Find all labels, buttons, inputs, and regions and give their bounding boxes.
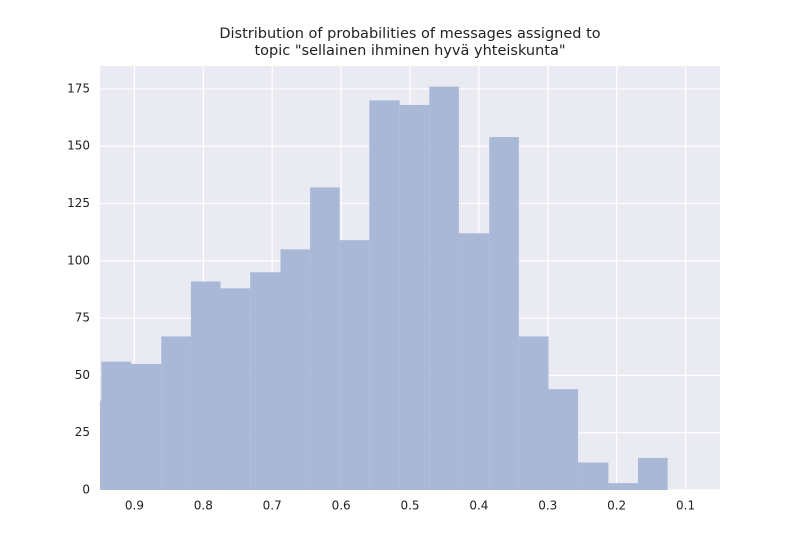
bar <box>161 336 191 490</box>
x-tick-label: 0.8 <box>194 499 213 513</box>
x-tick-label: 0.5 <box>400 499 419 513</box>
bar <box>369 100 400 490</box>
x-tick-label: 0.2 <box>607 499 626 513</box>
bar <box>518 336 549 490</box>
bar <box>399 104 430 490</box>
y-tick-label: 25 <box>75 425 90 439</box>
x-tick-label: 0.7 <box>263 499 282 513</box>
bar <box>638 457 668 490</box>
bar <box>458 233 490 490</box>
bar <box>489 137 519 490</box>
y-tick-label: 150 <box>67 139 90 153</box>
bars <box>100 86 668 490</box>
bar <box>250 272 281 490</box>
bar <box>190 281 221 490</box>
bar <box>100 400 102 490</box>
y-tick-label: 175 <box>67 81 90 95</box>
bar <box>280 249 311 490</box>
bar <box>131 363 162 490</box>
x-tick-label: 0.6 <box>332 499 351 513</box>
x-tick-label: 0.3 <box>538 499 557 513</box>
bar <box>608 483 639 490</box>
y-tick-label: 100 <box>67 253 90 267</box>
y-tick-label: 50 <box>75 368 90 382</box>
bar <box>220 288 251 490</box>
y-tick-label: 75 <box>75 311 90 325</box>
bar <box>101 361 131 490</box>
bar <box>429 86 459 490</box>
y-tick-label: 125 <box>67 196 90 210</box>
bar <box>339 240 370 490</box>
x-tick-label: 0.1 <box>676 499 695 513</box>
y-tick-label: 0 <box>82 483 90 497</box>
bar <box>548 389 579 490</box>
bar <box>578 462 609 490</box>
chart-title: Distribution of probabilities of message… <box>219 26 600 59</box>
bar <box>310 187 340 490</box>
x-tick-label: 0.4 <box>469 499 488 513</box>
x-tick-label: 0.9 <box>125 499 144 513</box>
